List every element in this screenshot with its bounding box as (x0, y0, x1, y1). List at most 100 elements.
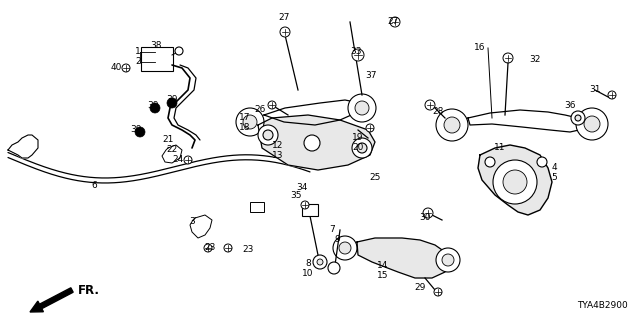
Text: 31: 31 (589, 85, 601, 94)
Text: 23: 23 (243, 245, 253, 254)
Text: 9: 9 (334, 236, 340, 244)
Circle shape (268, 101, 276, 109)
Circle shape (436, 109, 468, 141)
Circle shape (352, 138, 372, 158)
Text: 27: 27 (387, 18, 399, 27)
Circle shape (304, 135, 320, 151)
Text: 6: 6 (91, 180, 97, 189)
Circle shape (313, 255, 327, 269)
Text: 2: 2 (135, 58, 141, 67)
Circle shape (423, 208, 433, 218)
Circle shape (366, 124, 374, 132)
Circle shape (425, 100, 435, 110)
Text: 39: 39 (147, 100, 159, 109)
Text: 36: 36 (564, 100, 576, 109)
Text: 15: 15 (377, 270, 388, 279)
Text: 13: 13 (272, 150, 284, 159)
Text: 20: 20 (352, 143, 364, 153)
Circle shape (608, 91, 616, 99)
Circle shape (436, 248, 460, 272)
Circle shape (263, 130, 273, 140)
Circle shape (493, 160, 537, 204)
Text: 27: 27 (278, 12, 290, 21)
Text: 22: 22 (166, 146, 178, 155)
Circle shape (204, 244, 212, 252)
Polygon shape (162, 145, 182, 163)
Circle shape (184, 156, 192, 164)
Bar (302, 204, 318, 216)
Text: 30: 30 (419, 213, 431, 222)
Circle shape (503, 170, 527, 194)
Circle shape (444, 117, 460, 133)
Polygon shape (8, 135, 38, 158)
Text: 10: 10 (302, 268, 314, 277)
Text: 16: 16 (474, 44, 486, 52)
Circle shape (576, 108, 608, 140)
Circle shape (575, 115, 581, 121)
Circle shape (355, 101, 369, 115)
Text: 34: 34 (296, 183, 308, 193)
Text: 28: 28 (432, 108, 444, 116)
Text: 7: 7 (329, 226, 335, 235)
Circle shape (236, 108, 264, 136)
Circle shape (503, 53, 513, 63)
Text: 11: 11 (494, 143, 506, 153)
Text: 35: 35 (291, 191, 301, 201)
Circle shape (328, 262, 340, 274)
FancyBboxPatch shape (141, 47, 173, 71)
Polygon shape (258, 115, 375, 170)
Text: 39: 39 (166, 95, 178, 105)
Text: 3: 3 (189, 218, 195, 227)
Circle shape (333, 236, 357, 260)
Text: 29: 29 (414, 284, 426, 292)
Text: 18: 18 (239, 124, 251, 132)
Text: 4: 4 (551, 164, 557, 172)
Circle shape (301, 201, 309, 209)
Circle shape (485, 157, 495, 167)
Text: 33: 33 (350, 47, 362, 57)
Circle shape (243, 115, 257, 129)
Circle shape (258, 125, 278, 145)
Text: 5: 5 (551, 173, 557, 182)
Circle shape (167, 98, 177, 108)
Text: 8: 8 (305, 259, 311, 268)
Text: 1: 1 (135, 47, 141, 57)
Text: 26: 26 (254, 106, 266, 115)
Text: 38: 38 (150, 41, 162, 50)
Circle shape (357, 143, 367, 153)
Text: 40: 40 (110, 63, 122, 73)
Polygon shape (264, 100, 360, 125)
Circle shape (584, 116, 600, 132)
Text: 25: 25 (369, 172, 381, 181)
Polygon shape (468, 110, 590, 132)
Circle shape (224, 244, 232, 252)
Text: TYA4B2900: TYA4B2900 (577, 301, 628, 310)
Circle shape (339, 242, 351, 254)
Circle shape (442, 254, 454, 266)
Text: 21: 21 (163, 135, 173, 145)
Circle shape (317, 259, 323, 265)
Polygon shape (357, 238, 450, 278)
Circle shape (537, 157, 547, 167)
Text: 19: 19 (352, 133, 364, 142)
Text: 32: 32 (529, 55, 541, 65)
FancyArrow shape (30, 288, 73, 312)
Text: 24: 24 (172, 156, 184, 164)
Circle shape (122, 64, 130, 72)
Text: 23: 23 (204, 244, 216, 252)
Text: 39: 39 (131, 125, 141, 134)
Text: 14: 14 (378, 260, 388, 269)
Text: 17: 17 (239, 114, 251, 123)
Circle shape (280, 27, 290, 37)
Text: 37: 37 (365, 70, 377, 79)
Circle shape (348, 94, 376, 122)
Circle shape (390, 17, 400, 27)
Polygon shape (478, 145, 552, 215)
Circle shape (150, 103, 160, 113)
Polygon shape (190, 215, 212, 238)
Bar (250, 202, 264, 212)
Circle shape (434, 288, 442, 296)
Text: FR.: FR. (78, 284, 100, 297)
Circle shape (135, 127, 145, 137)
Text: 12: 12 (272, 140, 284, 149)
